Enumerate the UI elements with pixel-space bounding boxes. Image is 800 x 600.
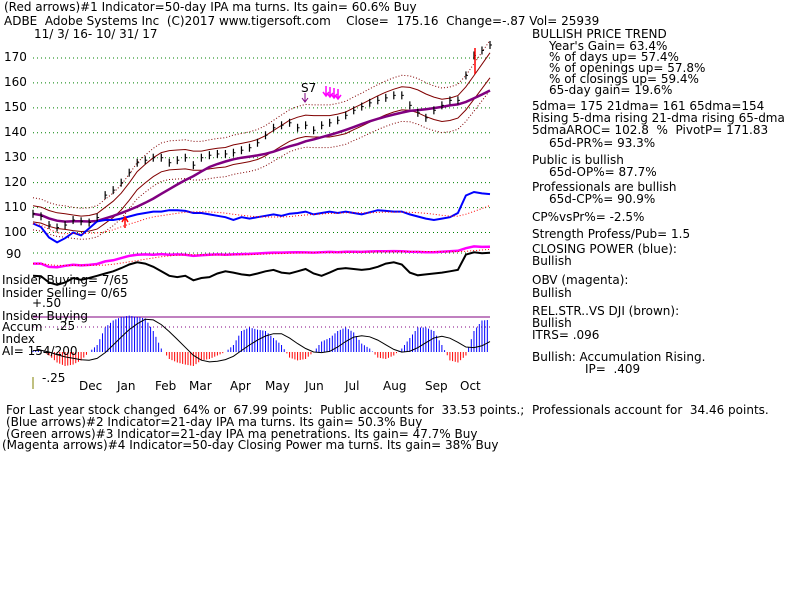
y-tick-170: 170 (4, 49, 27, 64)
y-tick-100: 100 (4, 224, 27, 239)
header-indicator-line: (Red arrows)#1 Indicator=50-day IPA ma t… (4, 0, 417, 14)
ma65-line (32, 89, 491, 223)
y-tick-160: 160 (4, 74, 27, 89)
closings-up: % of closings up= 59.4% (549, 72, 699, 86)
openings-up: % of openings up= 57.8% (549, 61, 706, 75)
relstr-line (32, 251, 491, 286)
upper-band (32, 52, 491, 217)
price-bars (32, 40, 492, 232)
header-date-range: 11/ 3/ 16- 10/ 31/ 17 (34, 27, 158, 41)
red-arrow (121, 215, 129, 228)
header-ticker-line: ADBE Adobe Systems Inc (C)2017 www.tiger… (4, 14, 600, 28)
ma-bands (32, 40, 491, 240)
aroc-pivot: 5dmaAROC= 102.8 % PivotP= 171.83 (532, 123, 769, 137)
itrs-value: ITRS= .096 (532, 328, 600, 342)
accum-ma-line (32, 318, 491, 363)
gain-65day: 65-day gain= 19.6% (549, 83, 673, 97)
accum-p25-label: .25 (56, 319, 76, 333)
obv-ma (33, 248, 491, 266)
insider-buying-label: Insider Buying= 7/65 (2, 273, 129, 287)
y-tick-140: 140 (4, 124, 27, 139)
pros-status: Professionals are bullish (532, 180, 677, 194)
obv-title: OBV (magenta): (532, 273, 629, 287)
days-up: % of days up= 57.4% (549, 50, 679, 64)
month-label-may: May (265, 379, 290, 393)
y-tick-130: 130 (4, 149, 27, 164)
month-label-oct: Oct (460, 379, 481, 393)
obv-status: Bullish (532, 286, 572, 300)
relstr-title: REL.STR..VS DJI (brown): (532, 304, 680, 318)
trend-title: BULLISH PRICE TREND (532, 27, 667, 41)
ip-value: IP= .409 (585, 362, 641, 376)
closing-power-title: CLOSING POWER (blue): (532, 242, 677, 256)
signal-arrows (121, 48, 476, 228)
accum-status: Bullish: Accumulation Rising. (532, 350, 706, 364)
footer-blue-arrows: (Blue arrows)#2 Indicator=21-day IPA ma … (6, 415, 423, 429)
insider-selling-label: Insider Selling= 0/65 (2, 286, 128, 300)
ai-label: AI= 154/200 (2, 344, 78, 358)
y-tick-110: 110 (4, 199, 27, 214)
closing-power-status: Bullish (532, 254, 572, 268)
magenta-arrow (334, 89, 342, 101)
month-label-apr: Apr (230, 379, 251, 393)
obv-line (33, 245, 491, 269)
public-status: Public is bullish (532, 153, 624, 167)
footer-change-line: For Last year stock changed 64% or 67.99… (6, 403, 769, 417)
upper-band-outer (32, 40, 491, 209)
month-label-feb: Feb (155, 379, 177, 393)
closing-power-ma (32, 205, 491, 235)
op-65day: 65d-OP%= 87.7% (549, 165, 657, 179)
accumulation-bars (32, 315, 491, 366)
month-label-jul: Jul (345, 379, 360, 393)
insider-buying-label-2: Insider Buying (2, 309, 88, 323)
index-label: Index (2, 332, 36, 346)
y-tick-90: 90 (6, 247, 22, 261)
cp-vs-pr: CP%vsPr%= -2.5% (532, 210, 645, 224)
relstr-status: Bullish (532, 316, 572, 330)
closing-power-line (32, 190, 491, 244)
month-label-mar: Mar (189, 379, 212, 393)
month-label-jan: Jan (117, 379, 136, 393)
rising-dma: Rising 5-dma rising 21-dma rising 65-dma (532, 111, 785, 125)
month-label-aug: Aug (383, 379, 407, 393)
month-label-jun: Jun (305, 379, 324, 393)
years-gain: Year's Gain= 63.4% (549, 39, 668, 53)
accum-plus50-label: +.50 (32, 296, 62, 310)
y-tick-150: 150 (4, 99, 27, 114)
cp-65day: 65d-CP%= 90.9% (549, 192, 656, 206)
indicator-lines (32, 190, 491, 286)
pr-65day: 65d-PR%= 93.3% (549, 136, 656, 150)
price-gridlines (32, 57, 490, 389)
s7-arrow (301, 93, 309, 103)
strength-ratio: Strength Profess/Pub= 1.5 (532, 227, 691, 241)
accum-m25-label: -.25 (42, 371, 66, 385)
month-label-sep: Sep (425, 379, 448, 393)
footer-green-arrows: (Green arrows)#3 Indicator=21-day IPA ma… (6, 427, 478, 441)
y-tick-120: 120 (4, 174, 27, 189)
month-label-dec: Dec (79, 379, 103, 393)
footer-magenta-arrows: (Magenta arrows)#4 Indicator=50-day Clos… (2, 438, 499, 452)
s7-signal-label: S7 (301, 81, 317, 95)
accum-label: Accum (2, 320, 43, 334)
dma-values: 5dma= 175 21dma= 161 65dma=154 (532, 99, 765, 113)
